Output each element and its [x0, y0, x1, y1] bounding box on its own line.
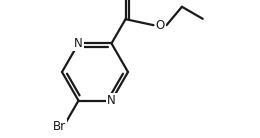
Text: Br: Br: [53, 120, 66, 133]
Text: N: N: [107, 94, 116, 107]
Text: N: N: [74, 37, 83, 50]
Text: O: O: [156, 19, 165, 32]
